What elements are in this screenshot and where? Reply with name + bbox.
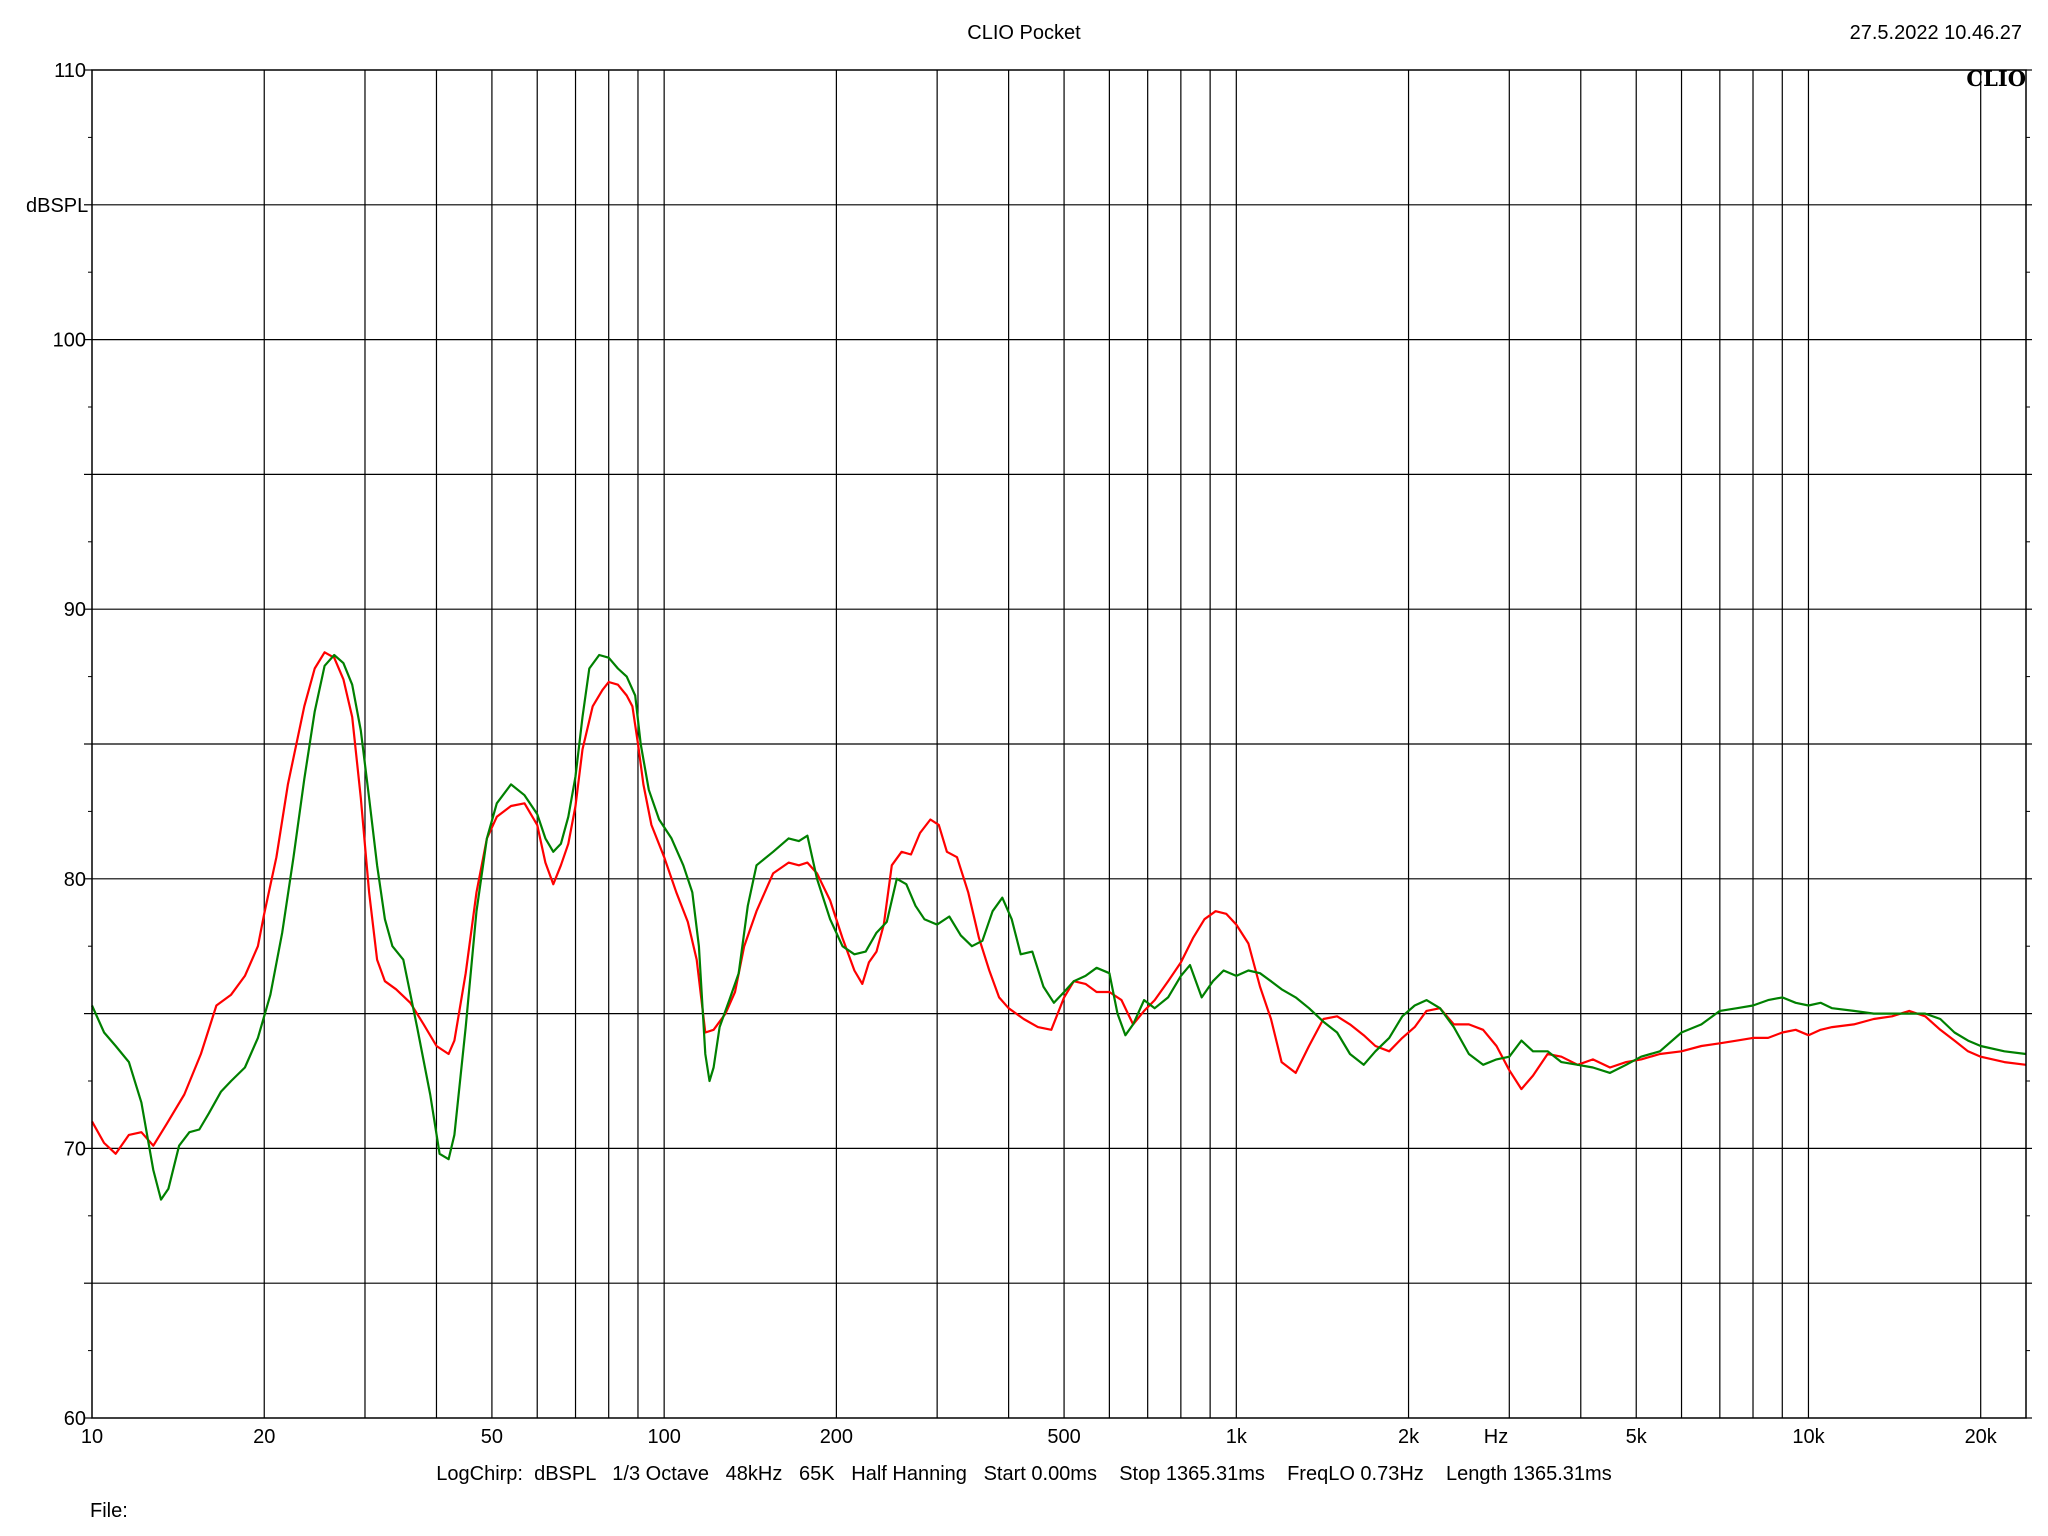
x-tick-label: 5k [1626,1426,1648,1448]
grid [84,69,2032,1419]
series-layer [90,651,2027,1201]
series-line-1 [91,651,2027,1155]
chart-title: CLIO Pocket [967,22,1081,44]
timestamp: 27.5.2022 10.46.27 [1849,22,2022,44]
measurement-settings: LogChirp: dBSPL 1/3 Octave 48kHz 65K Hal… [436,1463,1612,1485]
y-tick-label: 110 [54,60,86,82]
series-line-2 [90,653,2027,1201]
x-tick-label: 500 [1047,1426,1080,1448]
x-tick-label: 20k [1965,1426,1998,1448]
x-tick-label: 200 [820,1426,853,1448]
plot-frame [91,69,2027,1419]
x-tick-label: 10k [1792,1426,1825,1448]
y-tick-label: 80 [64,869,86,891]
y-tick-label: 60 [64,1408,86,1430]
tick-labels: 60 70 80 90 100 110 10 20 50 100 200 500 1k 2k 5k 10k 20… [53,60,1998,1448]
x-tick-label: 20 [253,1426,275,1448]
x-tick-label: 100 [647,1426,680,1448]
file-label: File: [90,1500,128,1522]
y-tick-label: 70 [64,1138,86,1160]
y-axis-label: dBSPL [26,195,88,217]
x-tick-label: 2k [1398,1426,1420,1448]
x-tick-label: 10 [81,1426,103,1448]
x-tick-label: 1k [1226,1426,1248,1448]
x-tick-label: 50 [481,1426,503,1448]
clio-logo: CLIO [1966,66,2026,91]
y-tick-label: 90 [64,599,86,621]
y-tick-label: 100 [53,330,86,352]
x-axis-label: Hz [1484,1426,1508,1448]
